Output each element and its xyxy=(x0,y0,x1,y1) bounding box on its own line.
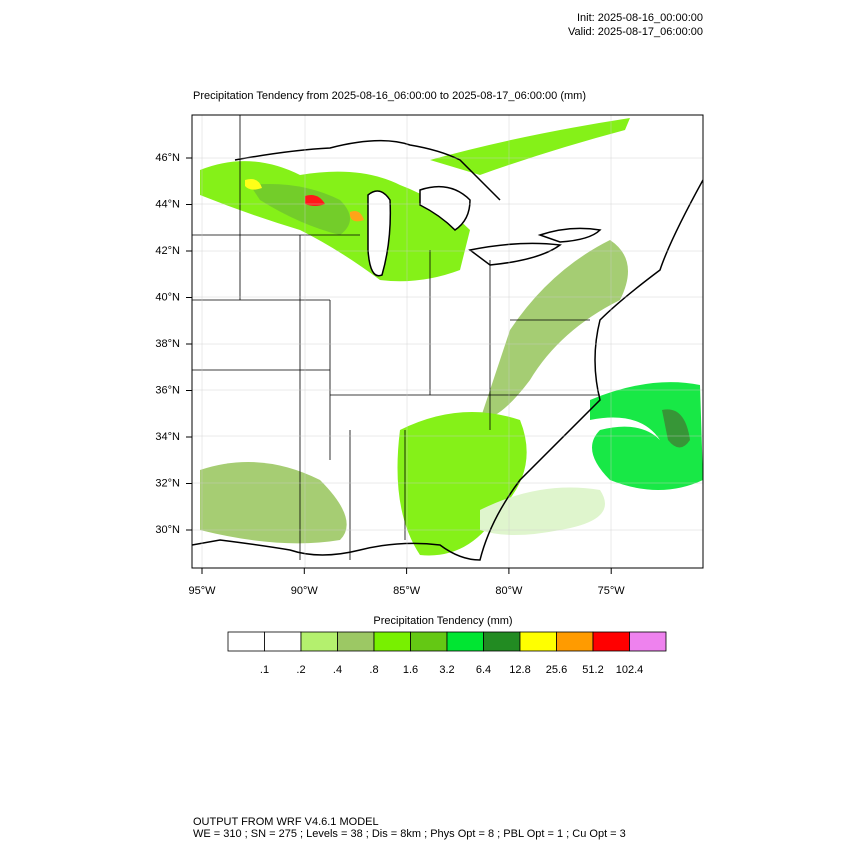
colorbar-box xyxy=(446,631,484,652)
colorbar: .1 .2 .4 .8 1.6 3.2 6.4 12.8 25.6 51.2 102.4 xyxy=(227,631,667,676)
colorbar-box xyxy=(483,631,521,652)
lon-label: 80°W xyxy=(495,585,523,597)
colorbar-box xyxy=(227,631,265,652)
init-time: Init: 2025-08-16_00:00:00 xyxy=(577,12,703,24)
lat-label: 32°N xyxy=(155,477,180,489)
lat-label: 46°N xyxy=(155,152,180,164)
lon-label: 90°W xyxy=(291,585,319,597)
colorbar-label: .2 xyxy=(296,664,305,676)
lat-label: 44°N xyxy=(155,198,180,210)
colorbar-label: .8 xyxy=(369,664,378,676)
colorbar-label: 51.2 xyxy=(582,664,603,676)
colorbar-box xyxy=(629,631,667,652)
colorbar-box xyxy=(592,631,630,652)
lon-label: 75°W xyxy=(598,585,626,597)
map-axes: 46°N 44°N 42°N 40°N 38°N 36°N 34°N 32°N 30°N 95°W… xyxy=(155,152,625,597)
colorbar-label: .1 xyxy=(260,664,269,676)
colorbar-label: 1.6 xyxy=(403,664,418,676)
colorbar-label: 25.6 xyxy=(546,664,567,676)
valid-time: Valid: 2025-08-17_06:00:00 xyxy=(568,26,703,38)
lat-label: 38°N xyxy=(155,338,180,350)
colorbar-box xyxy=(519,631,557,652)
lat-label: 36°N xyxy=(155,384,180,396)
precip-areas xyxy=(200,118,703,556)
colorbar-box xyxy=(373,631,411,652)
lat-label: 30°N xyxy=(155,524,180,536)
lat-label: 34°N xyxy=(155,431,180,443)
lat-label: 42°N xyxy=(155,245,180,257)
map-frame xyxy=(191,114,704,569)
lon-label: 95°W xyxy=(188,585,216,597)
map-area xyxy=(192,115,703,568)
map-lines xyxy=(192,139,703,561)
colorbar-box xyxy=(337,631,375,652)
lat-label: 40°N xyxy=(155,291,180,303)
colorbar-box xyxy=(300,631,338,652)
colorbar-label: 102.4 xyxy=(616,664,644,676)
state-borders xyxy=(192,115,600,560)
colorbar-box xyxy=(264,631,302,652)
colorbar-label: 3.2 xyxy=(439,664,454,676)
colorbar-label: 12.8 xyxy=(509,664,530,676)
map-title: Precipitation Tendency from 2025-08-16_0… xyxy=(193,90,586,102)
graticule xyxy=(192,115,703,568)
colorbar-box xyxy=(556,631,594,652)
footer-line: OUTPUT FROM WRF V4.6.1 MODEL xyxy=(193,816,379,828)
colorbar-label: .4 xyxy=(333,664,342,676)
colorbar-label: 6.4 xyxy=(476,664,491,676)
lon-label: 85°W xyxy=(393,585,421,597)
colorbar-title: Precipitation Tendency (mm) xyxy=(373,615,512,627)
footer-line: WE = 310 ; SN = 275 ; Levels = 38 ; Dis … xyxy=(193,828,626,840)
colorbar-box xyxy=(410,631,448,652)
